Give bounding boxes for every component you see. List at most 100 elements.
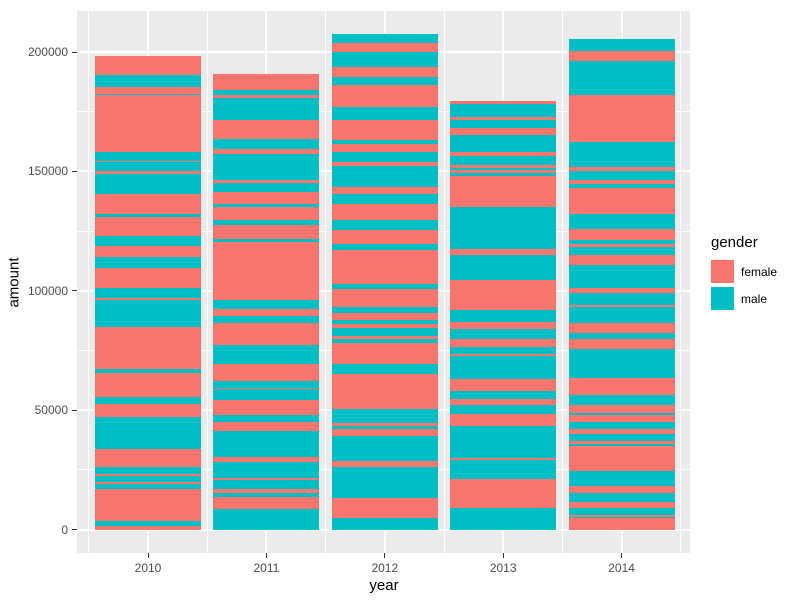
bar-segment-male [568, 293, 675, 306]
bar-segment-female [95, 525, 201, 530]
bar-segment-male [331, 466, 438, 498]
bar-segment-male [95, 467, 201, 474]
bar-segment-female [95, 404, 201, 418]
bar-segment-male [450, 347, 557, 355]
bar-2011 [213, 73, 320, 530]
bar-segment-male [213, 414, 320, 422]
bar-segment-male [213, 238, 320, 243]
bar-segment-male [331, 518, 438, 530]
x-tick [265, 553, 267, 558]
bar-segment-female [95, 194, 201, 215]
bar-segment-female [331, 186, 438, 194]
bar-segment-female [331, 230, 438, 244]
bar-segment-female [331, 312, 438, 321]
bar-segment-female [331, 460, 438, 467]
bar-segment-female [450, 127, 557, 136]
y-tick-label: 100000 [27, 283, 68, 298]
bar-segment-female [331, 342, 438, 365]
bar-segment-male [331, 320, 438, 324]
bar-segment-female [213, 456, 320, 462]
bar-segment-male [450, 310, 557, 322]
bar-segment-male [331, 243, 438, 251]
bar-segment-female [331, 289, 438, 307]
y-tick [72, 529, 77, 530]
bar-segment-male [450, 405, 557, 415]
x-tick [502, 553, 504, 558]
legend-swatch-male [711, 287, 734, 310]
bar-segment-female [568, 228, 675, 241]
bar-segment-male [568, 184, 675, 189]
x-tick-label: 2013 [489, 561, 517, 575]
bar-segment-female [95, 481, 201, 485]
bar-segment-female [213, 478, 320, 481]
bar-segment-female [450, 151, 557, 156]
plot-panel [77, 11, 690, 553]
bar-segment-male [450, 206, 557, 249]
bar-segment-female [95, 160, 201, 163]
bar-segment-female [568, 166, 675, 171]
bar-segment-female [568, 428, 675, 434]
bar-segment-male [568, 413, 675, 416]
bar-segment-female [450, 175, 557, 207]
bar-segment-male [331, 193, 438, 204]
bar-segment-male [568, 443, 675, 447]
bar-segment-female [95, 373, 201, 398]
bar-segment-male [450, 507, 557, 530]
bar-segment-female [213, 73, 320, 91]
y-tick [72, 170, 77, 172]
bar-segment-female [331, 66, 438, 77]
bar-segment-male [95, 300, 201, 327]
bar-segment-female [568, 378, 675, 396]
gridline-major [77, 528, 690, 531]
bar-segment-male [95, 287, 201, 298]
bar-segment-male [213, 300, 320, 310]
bar-segment-male [568, 332, 675, 339]
bar-segment-male [568, 246, 675, 256]
bar-segment-female [95, 87, 201, 94]
bar-2013 [450, 101, 557, 530]
y-tick [72, 409, 77, 411]
bar-segment-female [213, 388, 320, 390]
bar-segment-female [568, 244, 675, 247]
x-tick [384, 553, 386, 558]
bar-segment-male [450, 167, 557, 171]
bar-segment-male [95, 475, 201, 482]
x-tick-label: 2011 [253, 561, 280, 575]
y-tick-label: 150000 [27, 164, 68, 179]
bar-2010 [95, 55, 201, 530]
bar-segment-female [213, 363, 320, 382]
bar-segment-female [450, 170, 557, 174]
bar-segment-female [95, 448, 201, 468]
x-tick [621, 553, 623, 558]
bar-segment-female [331, 143, 438, 152]
x-tick-label: 2014 [608, 561, 635, 575]
gridline-minor [561, 11, 563, 553]
bar-segment-female [213, 421, 320, 432]
bar-segment-male [331, 76, 438, 86]
bar-segment-female [95, 217, 201, 236]
bar-segment-male [331, 33, 438, 43]
bar-segment-male [213, 492, 320, 497]
bar-segment-male [568, 349, 675, 379]
bar-segment-female [450, 457, 557, 461]
bar-segment-male [331, 107, 438, 120]
bar-segment-male [450, 120, 557, 128]
bar-segment-male [331, 140, 438, 144]
bar-segment-male [213, 509, 320, 530]
bar-segment-female [331, 161, 438, 167]
bar-segment-female [450, 479, 557, 508]
bar-segment-female [95, 488, 201, 522]
y-tick-label: 50000 [34, 403, 68, 418]
bar-segment-female [568, 440, 675, 444]
bar-segment-male [331, 327, 438, 336]
bar-segment-male [568, 38, 675, 51]
bar-segment-male [331, 339, 438, 343]
bar-segment-male [331, 151, 438, 162]
bar-segment-female [568, 95, 675, 142]
x-axis-title: year [369, 577, 399, 594]
bar-segment-male [568, 421, 675, 429]
bar-segment-female [450, 280, 557, 311]
bar-segment-male [450, 104, 557, 117]
y-tick [72, 290, 77, 292]
